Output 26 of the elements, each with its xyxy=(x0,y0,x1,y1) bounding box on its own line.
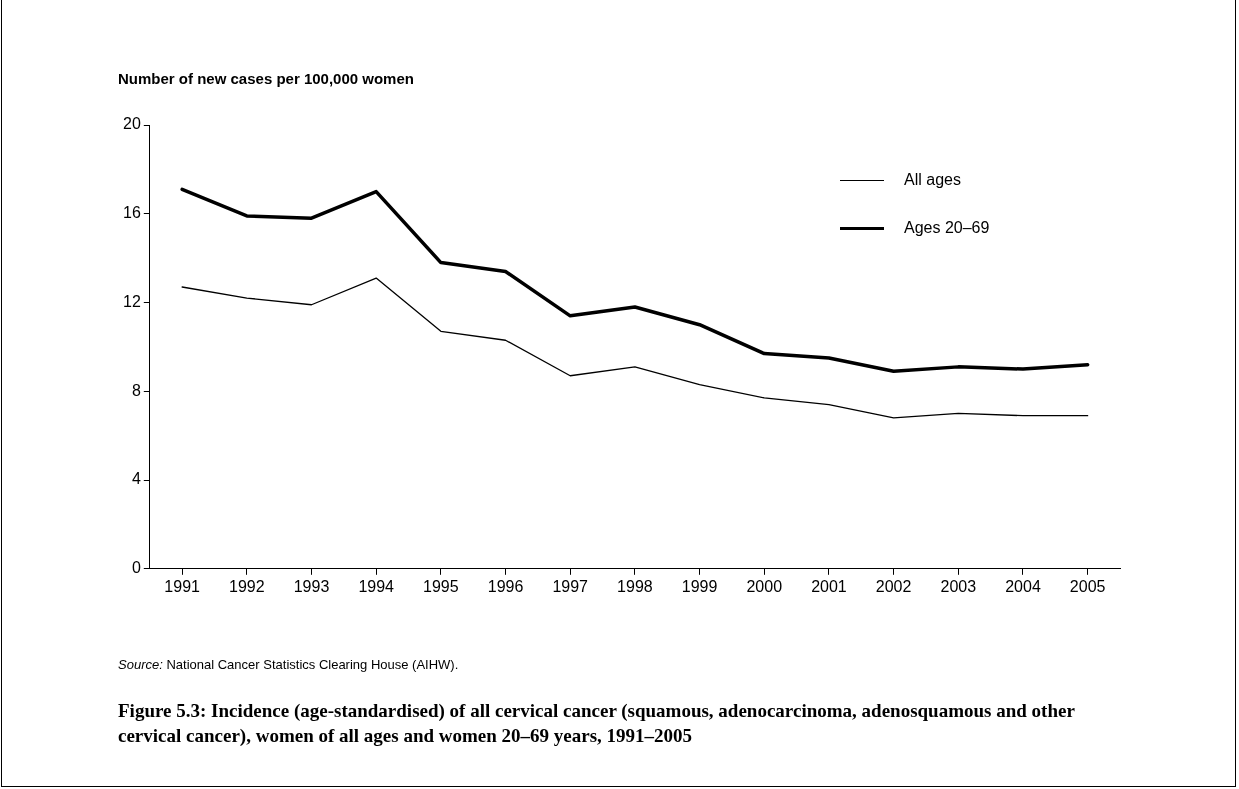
x-tick-label: 2005 xyxy=(1069,577,1106,595)
x-tick-label: 1996 xyxy=(487,577,524,595)
x-tick-label: 1991 xyxy=(164,577,201,595)
legend-label: Ages 20–69 xyxy=(904,219,990,237)
x-tick-label: 1997 xyxy=(552,577,589,595)
x-tick-label: 2001 xyxy=(811,577,847,595)
y-tick-label: 20 xyxy=(123,115,141,133)
y-tick-label: 8 xyxy=(131,381,141,399)
x-tick-label: 2004 xyxy=(1005,577,1041,595)
x-tick-label: 1992 xyxy=(229,577,265,595)
y-tick-label: 12 xyxy=(123,292,141,310)
text: Figure 5.3: Incidence (age-standardised) of all cervical cancer (squamous, adenocarcinoma, adenosquamous and other cervical cancer), women of all ages and women 20–69 years, 1991–2005 xyxy=(118,699,1076,748)
y-tick-label: 16 xyxy=(123,204,141,222)
legend-label: All ages xyxy=(904,171,961,189)
x-tick-label: 1999 xyxy=(681,577,718,595)
x-tick-label: 2000 xyxy=(746,577,783,595)
x-tick-label: 1998 xyxy=(617,577,653,595)
source-note: Source: National Cancer Statistics Clearing House (AIHW). xyxy=(118,657,459,672)
y-tick-label: 0 xyxy=(131,559,141,577)
y-axis-title: Number of new cases per 100,000 women xyxy=(118,70,414,87)
x-tick-label: 1993 xyxy=(293,577,330,595)
x-tick-label: 2003 xyxy=(940,577,977,595)
x-tick-label: 2002 xyxy=(875,577,912,595)
x-tick-label: 1995 xyxy=(423,577,459,595)
x-tick-label: 1994 xyxy=(358,577,395,595)
y-tick-label: 4 xyxy=(131,470,141,488)
